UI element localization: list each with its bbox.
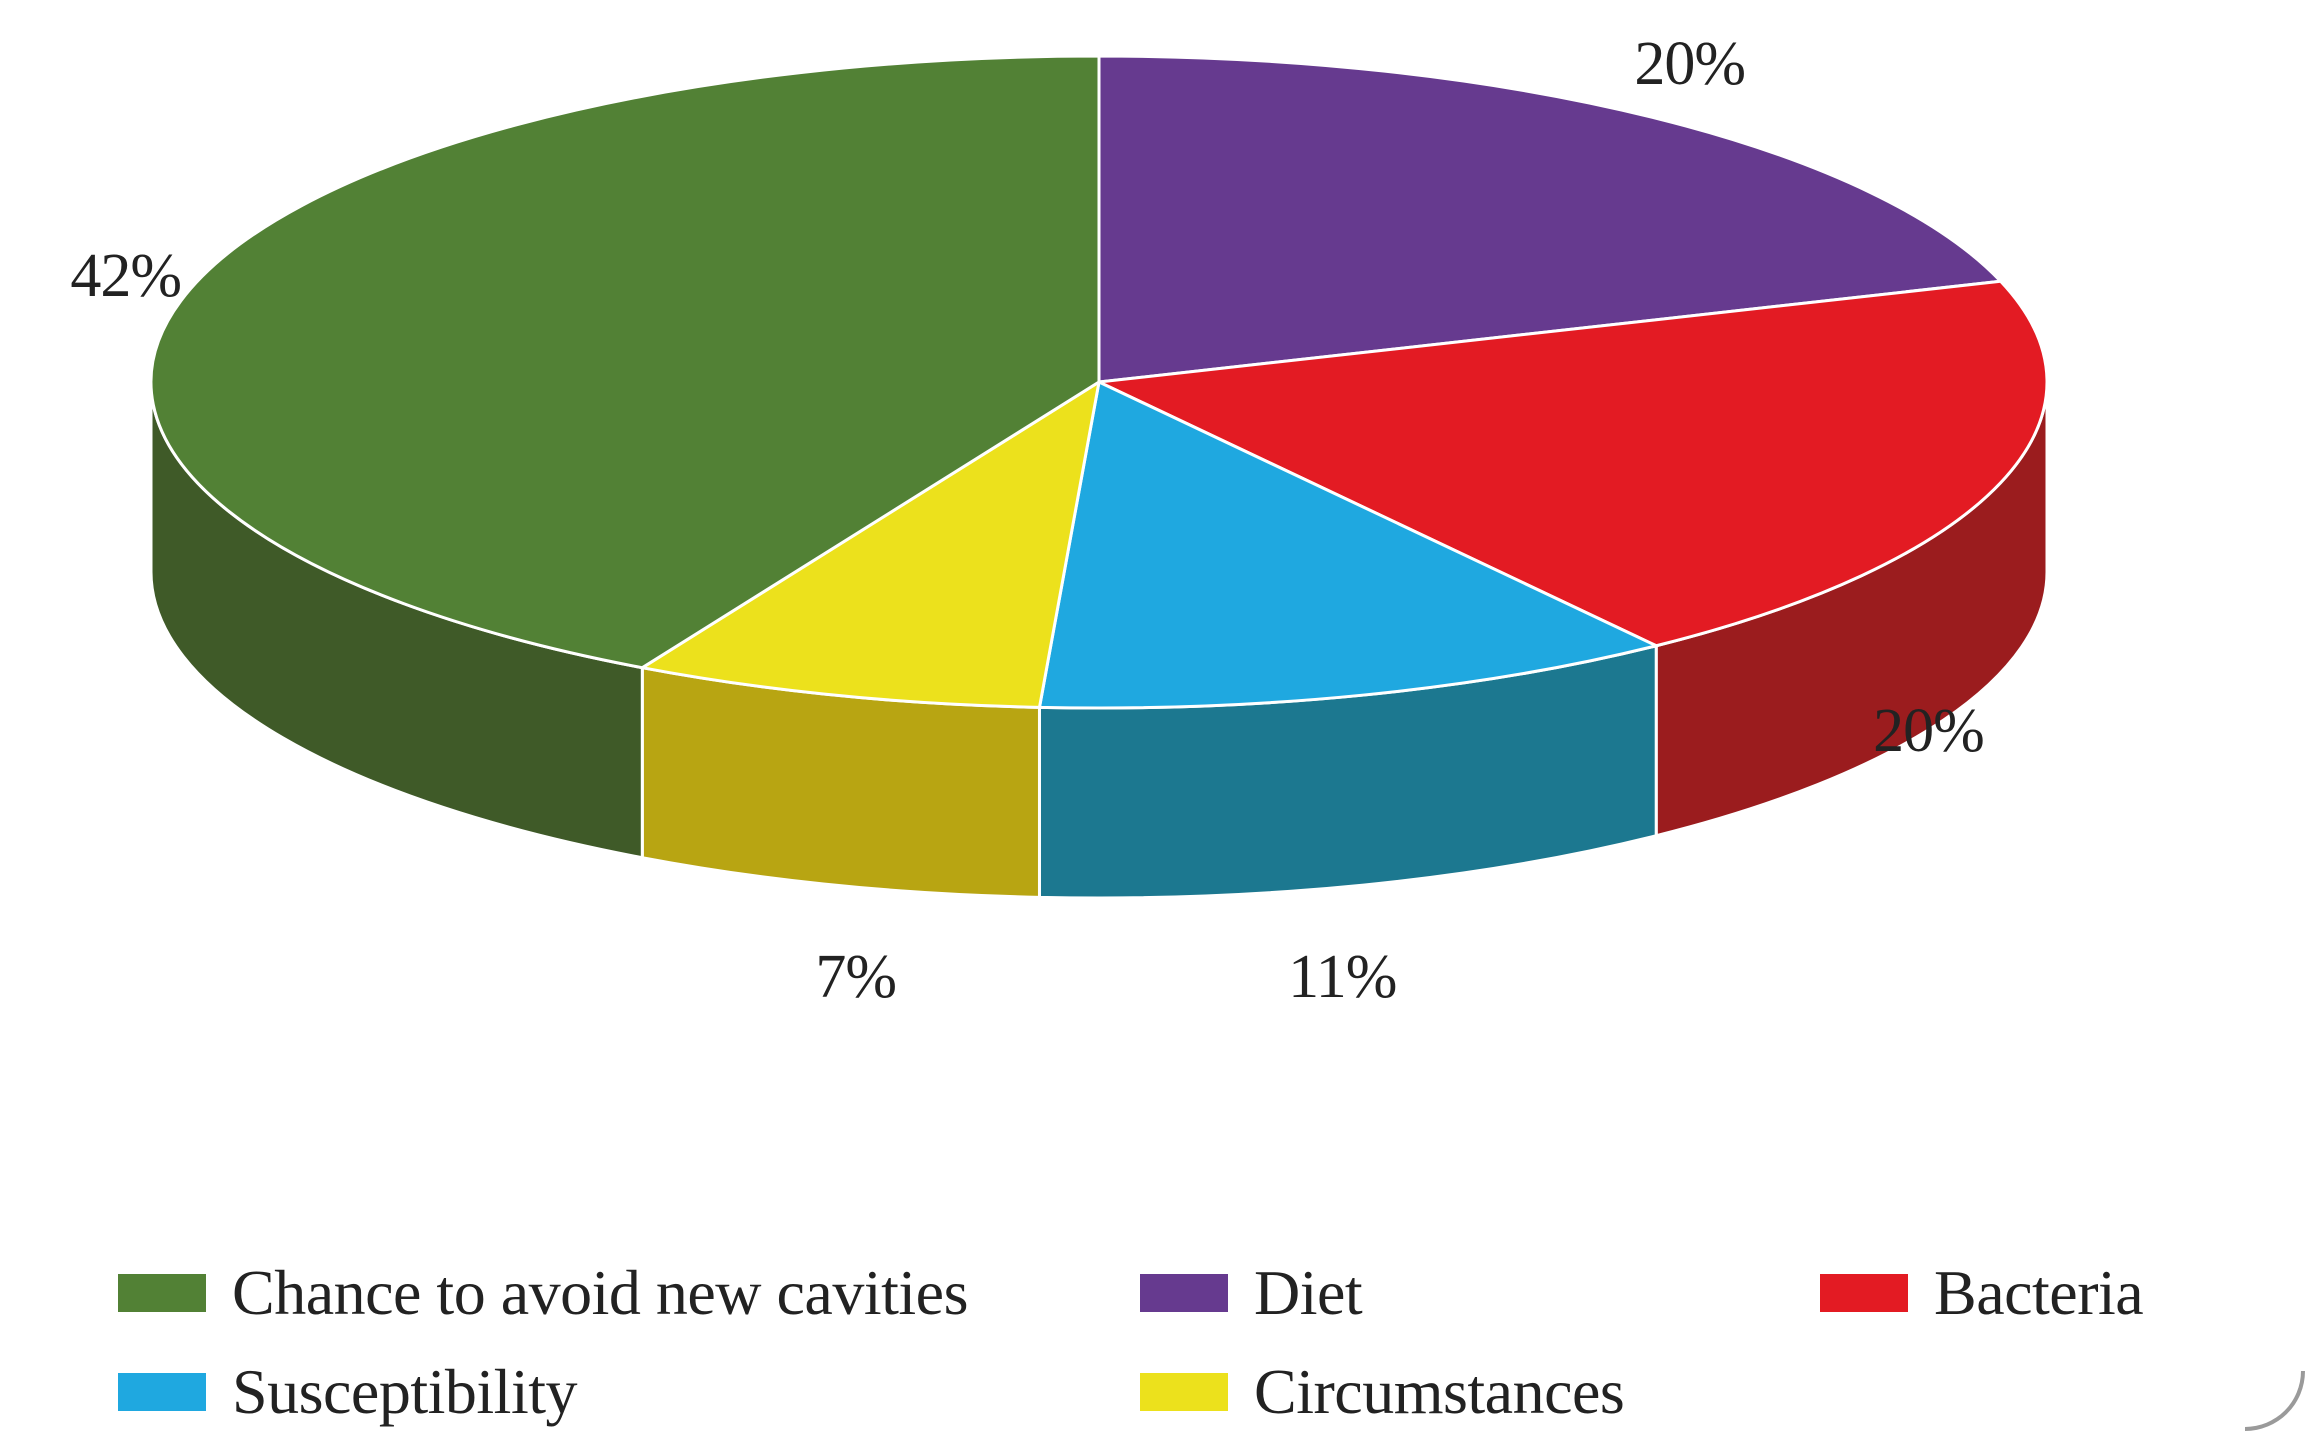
- pie-slice-circumstances: [640, 380, 1101, 709]
- value-label-chance-to-avoid-new-cavities: 42%: [70, 242, 181, 310]
- pie-slice-chance-to-avoid-new-cavities: [149, 54, 1101, 670]
- pie-slice-bacteria: [1097, 279, 2049, 648]
- value-label-circumstances: 7%: [815, 943, 896, 1011]
- value-label-susceptibility: 11%: [1288, 943, 1396, 1011]
- pie-sides: [149, 380, 2049, 900]
- pie-slice-susceptibility: [1037, 380, 1658, 710]
- pie-slice-diet: [1097, 54, 2003, 384]
- pie-tops: [149, 54, 2049, 710]
- pie-value-labels: 20% 20% 11% 7% 42%: [70, 30, 1984, 1011]
- value-label-diet: 20%: [1634, 30, 1745, 98]
- value-label-bacteria: 20%: [1873, 697, 1984, 765]
